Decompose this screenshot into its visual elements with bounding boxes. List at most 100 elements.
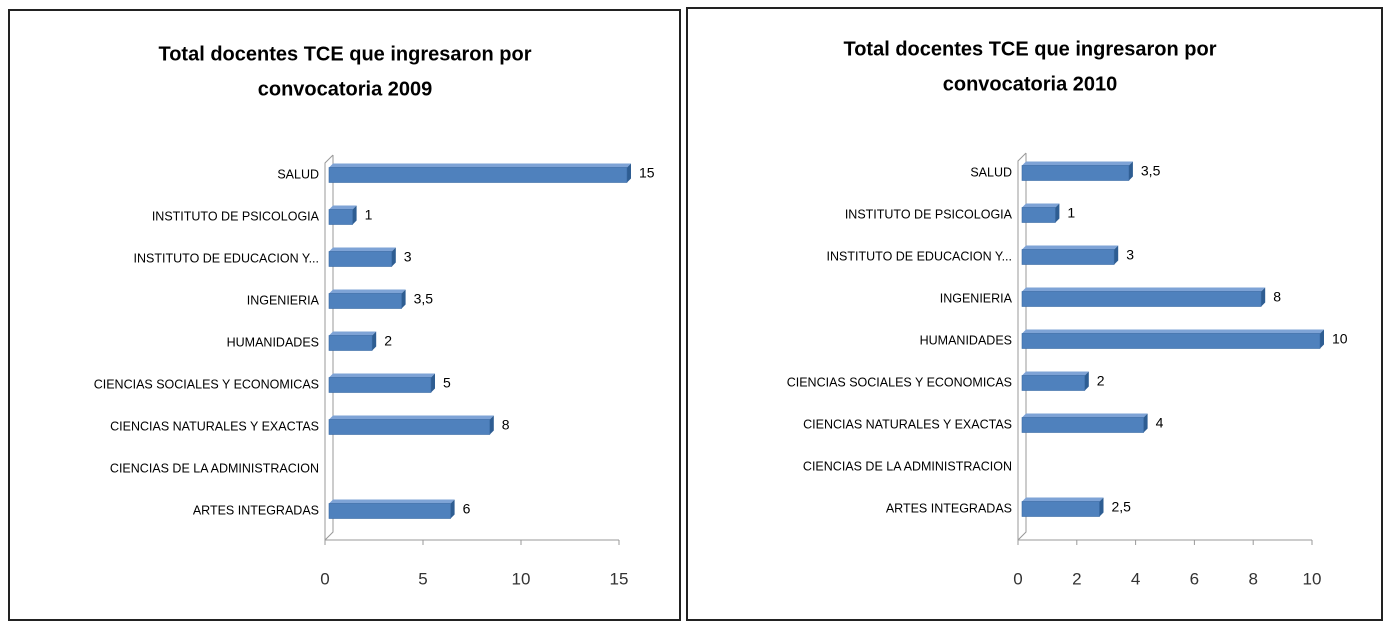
y-tick-label: INSTITUTO DE EDUCACION Y... — [827, 249, 1012, 263]
x-tick-label: 10 — [512, 569, 531, 588]
bar-face — [1021, 165, 1130, 181]
y-tick-label: INSTITUTO DE PSICOLOGIA — [152, 209, 320, 223]
y-tick-label: INGENIERIA — [247, 293, 320, 307]
bar-end — [391, 247, 396, 267]
bar — [1021, 287, 1266, 307]
bar-face — [1021, 207, 1056, 223]
bar-face — [328, 335, 373, 351]
value-label: 2 — [1097, 373, 1105, 389]
bar-end — [372, 331, 377, 351]
y-tick-label: SALUD — [277, 167, 319, 181]
bar-top — [329, 331, 377, 336]
bar — [328, 163, 631, 183]
y-tick-label: SALUD — [970, 165, 1012, 179]
bar-end — [489, 415, 494, 435]
value-label: 3,5 — [414, 291, 434, 307]
value-label: 4 — [1156, 415, 1164, 431]
bar-end — [627, 163, 631, 183]
bar — [328, 289, 406, 309]
bar-end — [1143, 413, 1148, 433]
bar-end — [352, 205, 357, 225]
bar — [1021, 329, 1324, 349]
value-label: 1 — [365, 207, 373, 223]
y-tick-label: INSTITUTO DE EDUCACION Y... — [134, 251, 319, 265]
bar-top — [329, 373, 435, 378]
bar-face — [1021, 333, 1321, 349]
bar-face — [328, 209, 353, 225]
bar-top — [329, 247, 396, 252]
value-label: 8 — [502, 417, 510, 433]
bar — [328, 373, 435, 393]
chart-frame — [8, 9, 681, 621]
x-tick-label: 0 — [320, 569, 329, 588]
x-tick-label: 10 — [1303, 569, 1322, 588]
bar-top — [329, 205, 357, 210]
bar-face — [1021, 501, 1100, 517]
value-label: 6 — [463, 501, 471, 517]
bar-end — [1261, 287, 1266, 307]
chart-title: Total docentes TCE que ingresaron por — [843, 38, 1216, 60]
bar-end — [1055, 203, 1060, 223]
bar-end — [1320, 329, 1324, 349]
chart-title: Total docentes TCE que ingresaron por — [158, 43, 531, 65]
bar-top — [1022, 287, 1266, 292]
value-label: 15 — [639, 165, 655, 181]
y-tick-label: INGENIERIA — [940, 291, 1013, 305]
bar-top — [329, 499, 455, 504]
bar — [1021, 413, 1148, 433]
bar-end — [1114, 245, 1119, 265]
y-tick-label: ARTES INTEGRADAS — [193, 503, 319, 517]
x-tick-label: 8 — [1248, 569, 1257, 588]
bar — [328, 331, 377, 351]
value-label: 1 — [1067, 205, 1075, 221]
bar-face — [1021, 417, 1144, 433]
y-tick-label: CIENCIAS NATURALES Y EXACTAS — [803, 417, 1012, 431]
bar-face — [328, 251, 393, 267]
bar-end — [1084, 371, 1089, 391]
bar-face — [328, 419, 491, 435]
bar-face — [1021, 291, 1262, 307]
bar-end — [1099, 497, 1104, 517]
bar-top — [1022, 329, 1324, 334]
bar-end — [450, 499, 455, 519]
bar — [328, 415, 494, 435]
bar-top — [1022, 161, 1133, 166]
value-label: 2 — [384, 333, 392, 349]
bar — [1021, 245, 1119, 265]
value-label: 3 — [404, 249, 412, 265]
chart-frame — [686, 7, 1383, 621]
x-tick-label: 4 — [1131, 569, 1140, 588]
y-tick-label: CIENCIAS SOCIALES Y ECONOMICAS — [787, 375, 1012, 389]
chart-title: convocatoria 2009 — [258, 78, 433, 100]
bar-end — [401, 289, 406, 309]
x-tick-label: 15 — [610, 569, 629, 588]
bar-face — [328, 377, 432, 393]
bar — [1021, 497, 1104, 517]
bar-top — [329, 289, 406, 294]
bar-top — [329, 163, 631, 168]
bar — [328, 499, 455, 519]
bar-top — [1022, 203, 1060, 208]
bar — [328, 205, 357, 225]
value-label: 3,5 — [1141, 163, 1161, 179]
bar — [1021, 203, 1060, 223]
x-tick-label: 0 — [1013, 569, 1022, 588]
value-label: 8 — [1273, 289, 1281, 305]
bar-face — [328, 293, 402, 309]
bar — [328, 247, 396, 267]
y-tick-label: CIENCIAS NATURALES Y EXACTAS — [110, 419, 319, 433]
x-tick-label: 6 — [1190, 569, 1199, 588]
y-tick-label: HUMANIDADES — [920, 333, 1012, 347]
bar-face — [1021, 375, 1086, 391]
value-label: 5 — [443, 375, 451, 391]
bar-face — [1021, 249, 1115, 265]
bar-end — [431, 373, 435, 393]
y-tick-label: CIENCIAS SOCIALES Y ECONOMICAS — [94, 377, 319, 391]
x-tick-label: 5 — [418, 569, 427, 588]
bar — [1021, 161, 1133, 181]
y-tick-label: INSTITUTO DE PSICOLOGIA — [845, 207, 1013, 221]
value-label: 2,5 — [1112, 499, 1132, 515]
y-tick-label: CIENCIAS DE LA ADMINISTRACION — [110, 461, 319, 475]
chart-title: convocatoria 2010 — [943, 73, 1118, 95]
